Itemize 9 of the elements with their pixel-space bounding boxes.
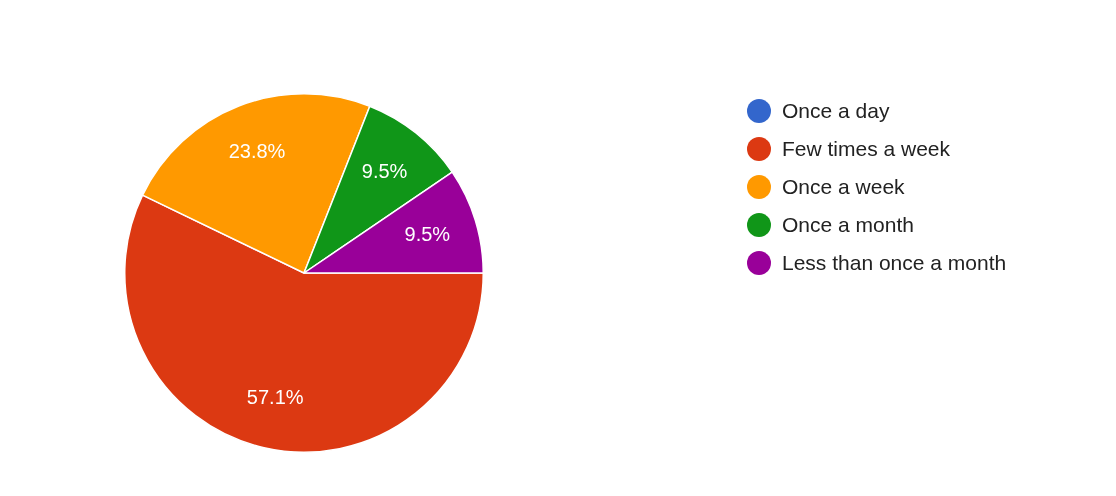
data-label: 9.5% (404, 222, 451, 245)
legend-label: Once a week (782, 175, 905, 199)
legend-label: Once a day (782, 99, 890, 123)
legend-label: Few times a week (782, 137, 951, 161)
legend-label: Less than once a month (782, 251, 1007, 275)
legend-label: Once a month (782, 213, 914, 237)
data-label: 23.8% (228, 140, 286, 163)
data-label: 57.1% (246, 386, 304, 409)
data-label: 9.5% (361, 159, 408, 182)
